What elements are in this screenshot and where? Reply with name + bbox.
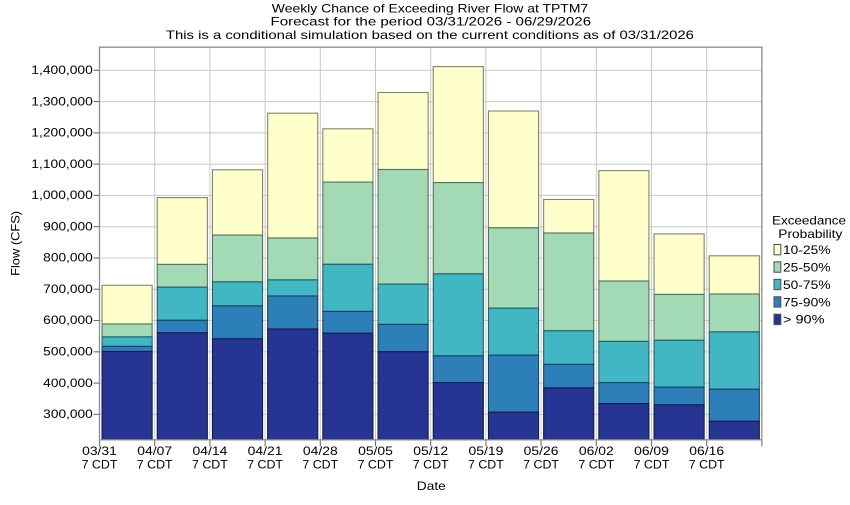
svg-text:7 CDT: 7 CDT <box>413 457 449 471</box>
svg-text:7 CDT: 7 CDT <box>192 457 228 471</box>
svg-text:7 CDT: 7 CDT <box>578 457 614 471</box>
svg-text:05/19: 05/19 <box>469 444 504 458</box>
svg-text:03/31: 03/31 <box>82 444 117 458</box>
svg-text:7 CDT: 7 CDT <box>302 457 338 471</box>
svg-text:300,000: 300,000 <box>43 407 93 421</box>
svg-text:This is a conditional simulati: This is a conditional simulation based o… <box>166 28 694 42</box>
svg-text:1,200,000: 1,200,000 <box>31 126 93 140</box>
svg-text:50-75%: 50-75% <box>783 278 831 292</box>
svg-text:04/21: 04/21 <box>248 444 283 458</box>
svg-text:05/26: 05/26 <box>524 444 559 458</box>
svg-text:7 CDT: 7 CDT <box>523 457 559 471</box>
svg-text:04/28: 04/28 <box>303 444 338 458</box>
svg-text:05/05: 05/05 <box>358 444 393 458</box>
svg-text:04/14: 04/14 <box>193 444 228 458</box>
svg-text:1,100,000: 1,100,000 <box>31 157 93 171</box>
svg-text:7 CDT: 7 CDT <box>689 457 725 471</box>
svg-text:7 CDT: 7 CDT <box>468 457 504 471</box>
svg-text:7 CDT: 7 CDT <box>634 457 670 471</box>
svg-text:05/12: 05/12 <box>413 444 448 458</box>
svg-text:Date: Date <box>417 479 446 493</box>
svg-text:1,000,000: 1,000,000 <box>31 188 93 202</box>
svg-text:25-50%: 25-50% <box>783 260 831 274</box>
svg-text:04/07: 04/07 <box>137 444 172 458</box>
svg-text:7 CDT: 7 CDT <box>247 457 283 471</box>
svg-text:7 CDT: 7 CDT <box>358 457 394 471</box>
svg-text:1,300,000: 1,300,000 <box>31 94 93 108</box>
svg-text:Flow (CFS): Flow (CFS) <box>9 211 23 276</box>
svg-text:10-25%: 10-25% <box>783 243 831 257</box>
svg-text:7 CDT: 7 CDT <box>137 457 173 471</box>
svg-text:Exceedance: Exceedance <box>772 214 846 228</box>
svg-text:7 CDT: 7 CDT <box>82 457 118 471</box>
svg-text:800,000: 800,000 <box>43 251 93 265</box>
svg-text:900,000: 900,000 <box>43 219 93 233</box>
svg-text:700,000: 700,000 <box>43 282 93 296</box>
svg-text:500,000: 500,000 <box>43 345 93 359</box>
svg-text:> 90%: > 90% <box>783 313 825 327</box>
svg-text:600,000: 600,000 <box>43 313 93 327</box>
svg-text:06/02: 06/02 <box>579 444 614 458</box>
svg-text:06/09: 06/09 <box>634 444 669 458</box>
svg-text:1,400,000: 1,400,000 <box>31 63 93 77</box>
svg-text:400,000: 400,000 <box>43 376 93 390</box>
svg-text:Forecast for the period 03/31/: Forecast for the period 03/31/2026 - 06/… <box>271 15 592 29</box>
svg-text:75-90%: 75-90% <box>783 295 831 309</box>
svg-text:06/16: 06/16 <box>689 444 724 458</box>
svg-text:Weekly Chance of Exceeding Riv: Weekly Chance of Exceeding River Flow at… <box>272 1 589 15</box>
svg-text:Probability: Probability <box>778 227 842 241</box>
